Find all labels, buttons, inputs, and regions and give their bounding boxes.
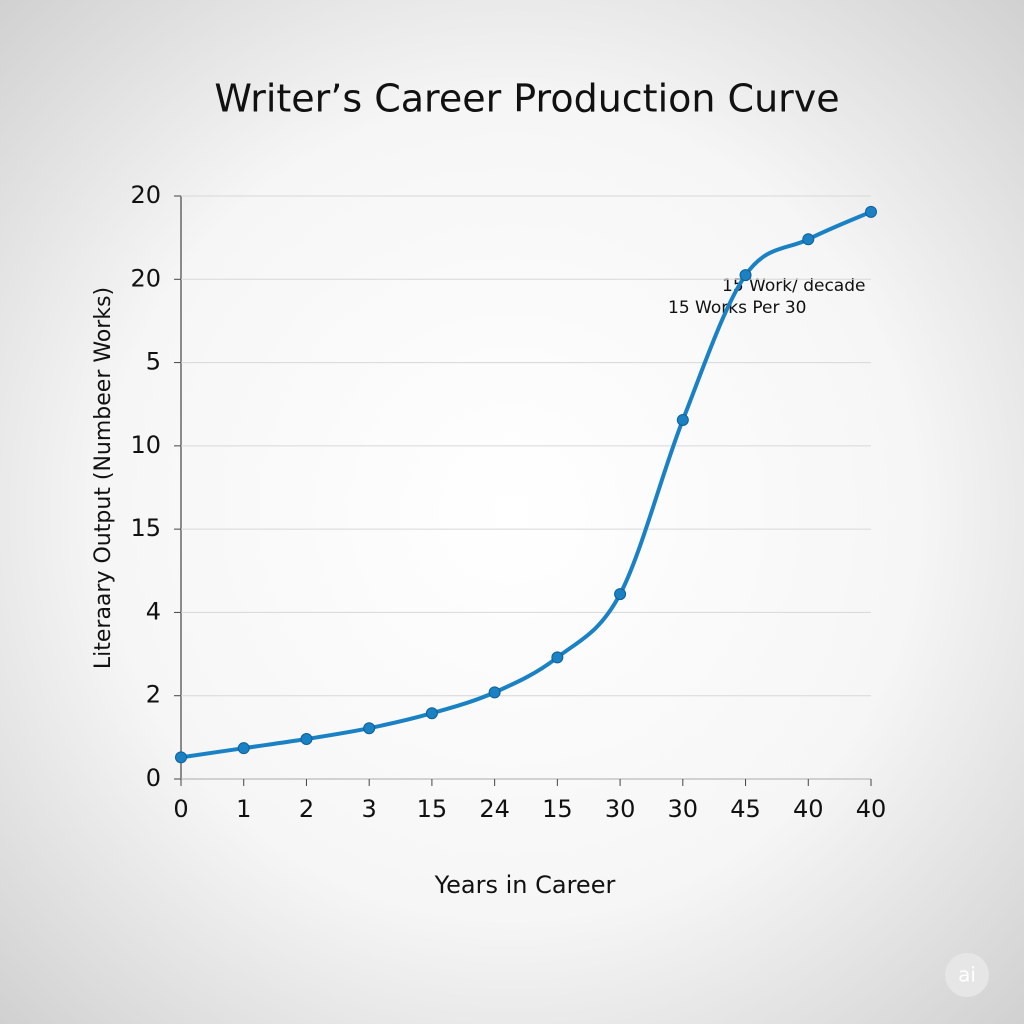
x-tick-label: 3 <box>362 795 377 823</box>
y-tick-label: 20 <box>130 181 161 209</box>
watermark: ai <box>958 963 976 987</box>
data-point <box>676 414 689 427</box>
annotation: 15 Works Per 30 <box>668 298 806 318</box>
y-tick-label: 4 <box>146 597 161 625</box>
x-tick-label: 0 <box>173 795 188 823</box>
data-point <box>739 269 752 282</box>
y-tick-label: 2 <box>146 681 161 709</box>
y-tick-label: 10 <box>130 431 161 459</box>
x-tick-label: 15 <box>417 795 448 823</box>
x-tick-label: 40 <box>856 795 887 823</box>
x-tick-label: 30 <box>668 795 699 823</box>
data-point <box>802 233 815 246</box>
x-tick-label: 45 <box>730 795 761 823</box>
watermark-badge <box>945 953 989 997</box>
data-point <box>425 707 438 720</box>
x-axis-label: Years in Career <box>434 871 616 899</box>
data-point <box>488 686 501 699</box>
annotation: 15 Work/ decade <box>722 276 865 296</box>
x-tick-label: 1 <box>236 795 251 823</box>
data-point <box>614 588 627 601</box>
y-tick-label: 0 <box>146 764 161 792</box>
y-tick-label: 20 <box>130 264 161 292</box>
data-point <box>865 205 877 218</box>
x-tick-label: 30 <box>605 795 636 823</box>
y-axis-label: Literaary Output (Numbeer Works) <box>91 287 116 669</box>
data-point <box>175 751 187 764</box>
x-tick-label: 24 <box>479 795 510 823</box>
x-tick-label: 40 <box>793 795 824 823</box>
data-point <box>363 722 376 735</box>
chart-title: Writer’s Career Production Curve <box>214 77 839 121</box>
y-tick-label: 15 <box>130 514 161 542</box>
x-tick-label: 2 <box>299 795 314 823</box>
data-point <box>551 651 564 664</box>
y-tick-label: 5 <box>146 348 161 376</box>
x-tick-label: 15 <box>542 795 573 823</box>
data-point <box>300 733 313 746</box>
data-point <box>237 742 250 755</box>
